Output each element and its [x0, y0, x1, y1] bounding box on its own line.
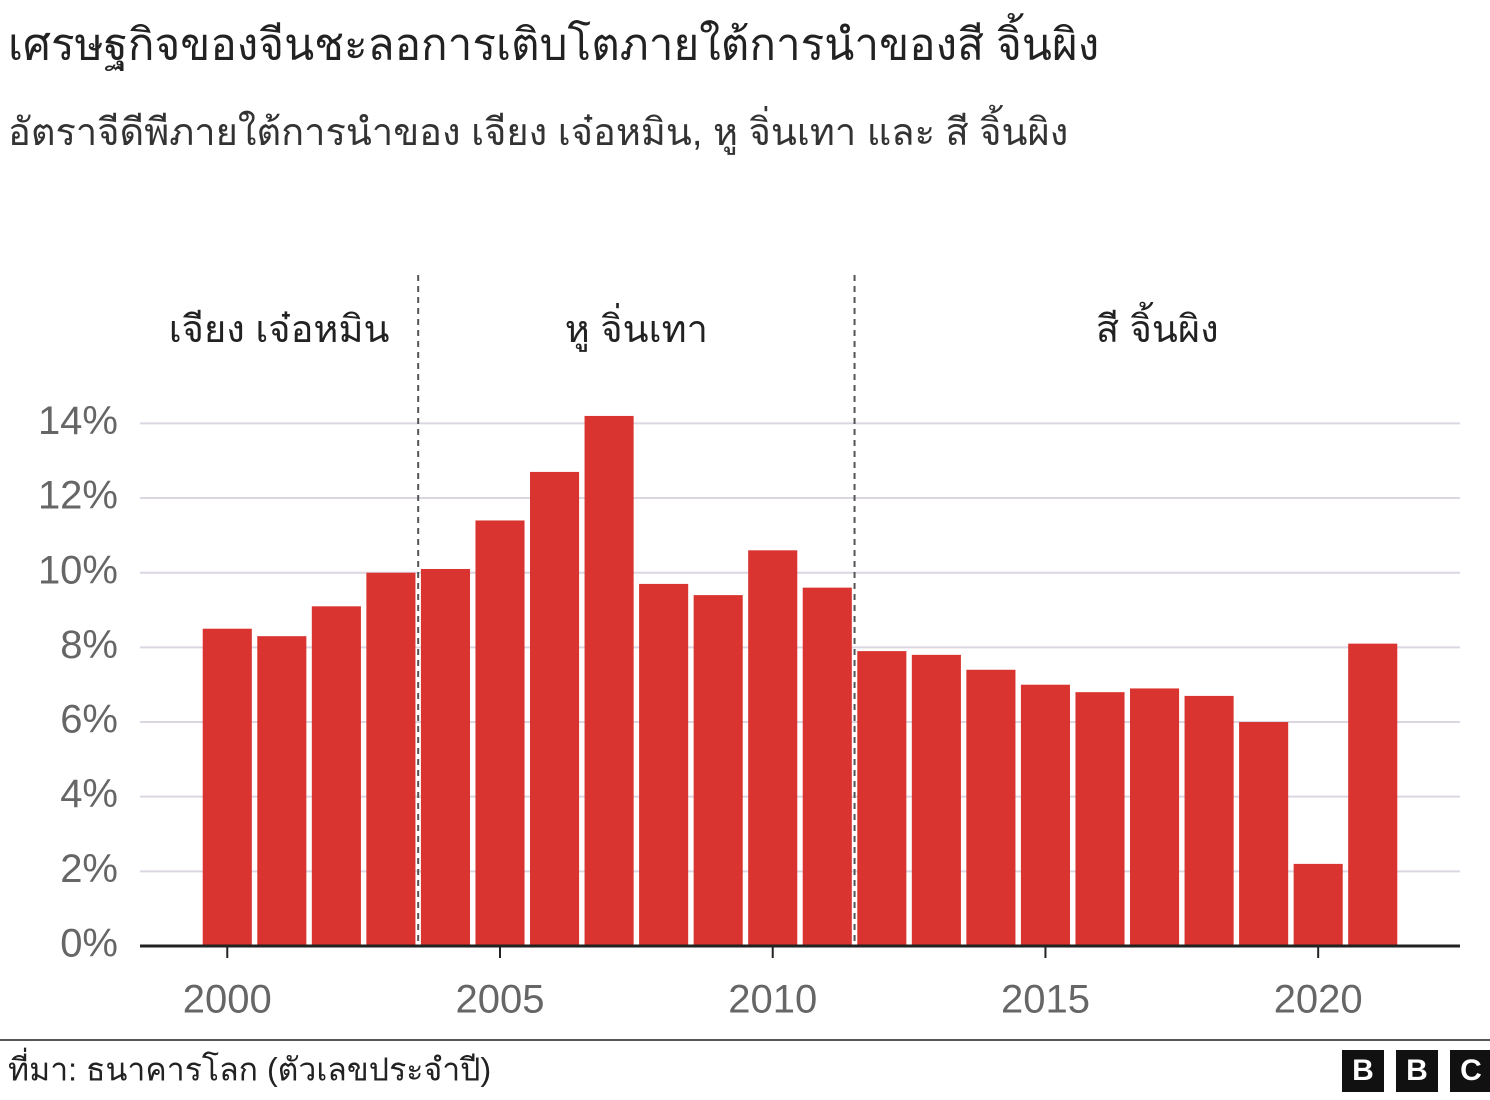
bar — [911, 654, 961, 946]
x-tick-label: 2015 — [1001, 978, 1090, 1022]
logo-box — [1342, 1050, 1384, 1092]
logo-letter: B — [1406, 1054, 1428, 1087]
bar — [420, 568, 470, 946]
y-tick-label: 0% — [60, 922, 118, 966]
bar — [966, 669, 1016, 946]
y-tick-label: 6% — [60, 698, 118, 742]
bar — [1239, 722, 1289, 946]
bar — [1130, 688, 1180, 946]
y-tick-label: 14% — [38, 399, 118, 443]
y-tick-label: 2% — [60, 847, 118, 891]
bar — [802, 587, 852, 946]
bar — [202, 628, 252, 946]
bar — [584, 415, 634, 946]
y-tick-label: 4% — [60, 772, 118, 816]
bar — [857, 651, 907, 946]
source: ที่มา: ธนาคารโลก (ตัวเลขประจำปี) — [8, 1047, 491, 1087]
bar — [530, 471, 580, 946]
y-tick-label: 10% — [38, 548, 118, 592]
bar — [311, 606, 361, 946]
chart-title: เศรษฐกิจของจีนชะลอการเติบโตภายใต้การนำขอ… — [8, 13, 1099, 71]
bar — [366, 572, 416, 946]
bar — [748, 550, 798, 946]
bar — [1184, 695, 1234, 946]
bar — [693, 595, 743, 946]
logo-letter: C — [1460, 1054, 1482, 1087]
era-label: เจียง เจ๋อหมิน — [169, 309, 390, 351]
chart-subtitle: อัตราจีดีพีภายใต้การนำของ เจียง เจ๋อหมิน… — [8, 104, 1068, 155]
bar — [1293, 863, 1343, 946]
era-label: หู จิ่นเทา — [565, 303, 708, 352]
x-tick-label: 2010 — [728, 978, 817, 1022]
y-tick-label: 12% — [38, 474, 118, 518]
bar — [1020, 684, 1070, 946]
bar — [1348, 643, 1398, 946]
x-tick-label: 2000 — [183, 978, 272, 1022]
bar — [639, 583, 689, 946]
bar — [257, 636, 307, 946]
x-tick-label: 2020 — [1274, 978, 1363, 1022]
bar — [1075, 692, 1125, 946]
logo-box — [1396, 1050, 1438, 1092]
bar — [475, 520, 525, 946]
x-tick-label: 2005 — [456, 978, 545, 1022]
era-label: สี จิ้นผิง — [1096, 301, 1219, 351]
logo-box — [1450, 1050, 1490, 1092]
y-tick-label: 8% — [60, 623, 118, 667]
logo-letter: B — [1352, 1054, 1374, 1087]
